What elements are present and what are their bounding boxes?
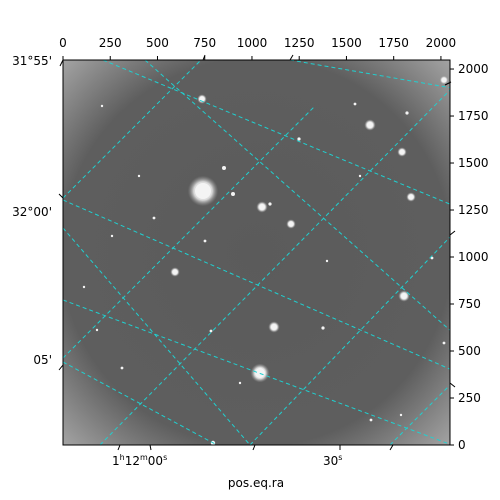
star <box>110 234 114 238</box>
world-tick <box>202 54 206 61</box>
star <box>405 111 409 115</box>
star <box>325 259 329 263</box>
plot-frame <box>62 59 451 446</box>
x-axis-label: pos.eq.ra <box>228 476 284 490</box>
star <box>401 293 407 299</box>
top-axis: 0 250 500 750 1000 1250 1500 1750 2000 <box>59 36 456 60</box>
world-tick <box>289 54 294 61</box>
star <box>82 285 86 289</box>
star <box>399 149 405 155</box>
top-tick-label: 0 <box>59 36 67 50</box>
star <box>195 183 211 199</box>
dec-tick-labels: 31°55' 32°00' 05' <box>12 54 52 367</box>
sky-image <box>63 60 450 445</box>
world-tick <box>449 230 456 236</box>
star <box>203 239 207 243</box>
star <box>238 381 242 385</box>
star <box>408 194 414 200</box>
world-coordinate-ticks <box>58 54 456 451</box>
star <box>271 324 277 330</box>
star <box>297 137 301 141</box>
grid-line <box>63 299 450 445</box>
star <box>358 174 362 178</box>
dec-tick-label: 32°00' <box>12 205 52 219</box>
world-tick <box>149 444 152 451</box>
top-tick-label: 250 <box>99 36 122 50</box>
right-tick-label: 1000 <box>458 250 489 264</box>
star <box>268 202 272 206</box>
ra-tick-label: 1h12m00s <box>112 453 167 468</box>
star <box>172 269 178 275</box>
top-tick-label: 1250 <box>284 36 315 50</box>
star <box>367 122 373 128</box>
grid-line <box>389 384 450 445</box>
star <box>222 166 226 170</box>
grid-line <box>63 227 251 445</box>
world-tick <box>59 59 64 67</box>
right-tick-label: 750 <box>458 297 481 311</box>
star <box>288 221 294 227</box>
star <box>321 326 325 330</box>
grid-line <box>63 199 450 370</box>
star <box>369 418 373 422</box>
star <box>399 413 403 417</box>
ra-tick-label: 30s <box>323 453 342 468</box>
star <box>120 366 124 370</box>
top-tick-label: 2000 <box>426 36 457 50</box>
world-tick <box>389 444 394 451</box>
top-tick-label: 750 <box>193 36 216 50</box>
dec-tick-label: 05' <box>33 353 52 367</box>
star <box>441 77 447 83</box>
right-tick-label: 0 <box>458 438 466 452</box>
coordinate-grid <box>63 60 450 445</box>
right-tick-label: 2000 <box>458 62 489 76</box>
top-tick-label: 1500 <box>331 36 362 50</box>
right-tick-label: 500 <box>458 344 481 358</box>
right-axis: 0 250 500 750 1000 1250 1500 1750 2000 <box>450 62 489 452</box>
star <box>95 328 99 332</box>
world-tick <box>444 81 452 86</box>
star <box>442 341 446 345</box>
world-tick <box>117 444 121 451</box>
plot-area <box>62 59 451 446</box>
star <box>209 329 213 333</box>
ra-tick-labels: 1h12m00s 30s <box>112 453 342 468</box>
world-tick <box>58 193 64 199</box>
dec-tick-label: 31°55' <box>12 54 52 68</box>
right-tick-label: 1500 <box>458 156 489 170</box>
grid-line <box>63 60 202 199</box>
right-tick-label: 1250 <box>458 203 489 217</box>
top-tick-label: 1750 <box>378 36 409 50</box>
star <box>353 102 357 106</box>
grid-line <box>63 361 218 445</box>
right-tick-label: 250 <box>458 391 481 405</box>
star <box>259 204 265 210</box>
star <box>100 104 104 108</box>
world-tick <box>58 364 64 371</box>
grid-line <box>144 60 450 331</box>
world-tick <box>449 382 456 388</box>
star <box>137 174 141 178</box>
world-tick <box>252 444 256 451</box>
top-tick-label: 500 <box>146 36 169 50</box>
top-tick-label: 1000 <box>237 36 268 50</box>
star <box>152 216 156 220</box>
star <box>231 192 235 196</box>
star <box>430 256 434 260</box>
right-tick-label: 1750 <box>458 109 489 123</box>
